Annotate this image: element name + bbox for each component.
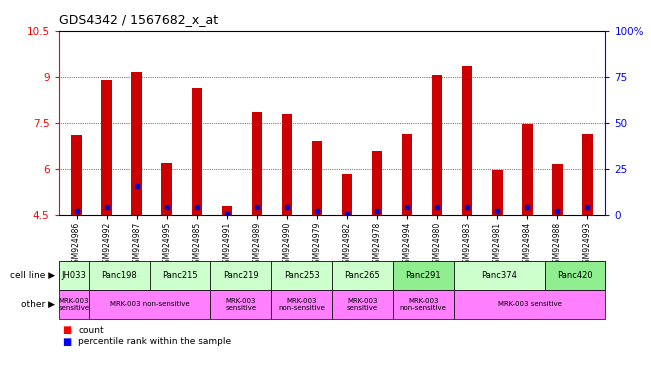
Text: Panc253: Panc253: [284, 271, 320, 280]
Bar: [221, 206, 232, 215]
Bar: [462, 66, 473, 215]
Bar: [372, 151, 382, 215]
Text: Panc219: Panc219: [223, 271, 258, 280]
Bar: [132, 72, 142, 215]
Bar: [402, 134, 412, 215]
Text: ■: ■: [62, 325, 71, 335]
Bar: [582, 134, 592, 215]
Bar: [252, 112, 262, 215]
Text: MRK-003 sensitive: MRK-003 sensitive: [497, 301, 561, 307]
Bar: [522, 124, 533, 215]
Bar: [102, 80, 112, 215]
Text: GDS4342 / 1567682_x_at: GDS4342 / 1567682_x_at: [59, 13, 217, 26]
Text: Panc374: Panc374: [481, 271, 517, 280]
Bar: [161, 163, 172, 215]
Text: ■: ■: [62, 337, 71, 347]
Bar: [191, 88, 202, 215]
Text: Panc291: Panc291: [406, 271, 441, 280]
Text: MRK-003
sensitive: MRK-003 sensitive: [58, 298, 89, 311]
Text: Panc265: Panc265: [344, 271, 380, 280]
Text: cell line ▶: cell line ▶: [10, 271, 55, 280]
Text: MRK-003
non-sensitive: MRK-003 non-sensitive: [400, 298, 447, 311]
Bar: [552, 164, 562, 215]
Bar: [342, 174, 352, 215]
Text: MRK-003
sensitive: MRK-003 sensitive: [347, 298, 378, 311]
Bar: [432, 75, 443, 215]
Text: Panc215: Panc215: [162, 271, 198, 280]
Text: MRK-003 non-sensitive: MRK-003 non-sensitive: [110, 301, 189, 307]
Text: count: count: [78, 326, 104, 335]
Bar: [282, 114, 292, 215]
Bar: [72, 135, 82, 215]
Text: Panc198: Panc198: [102, 271, 137, 280]
Text: percentile rank within the sample: percentile rank within the sample: [78, 337, 231, 346]
Bar: [312, 141, 322, 215]
Text: other ▶: other ▶: [21, 300, 55, 309]
Text: JH033: JH033: [61, 271, 86, 280]
Text: Panc420: Panc420: [557, 271, 593, 280]
Text: MRK-003
sensitive: MRK-003 sensitive: [225, 298, 256, 311]
Text: MRK-003
non-sensitive: MRK-003 non-sensitive: [278, 298, 325, 311]
Bar: [492, 170, 503, 215]
